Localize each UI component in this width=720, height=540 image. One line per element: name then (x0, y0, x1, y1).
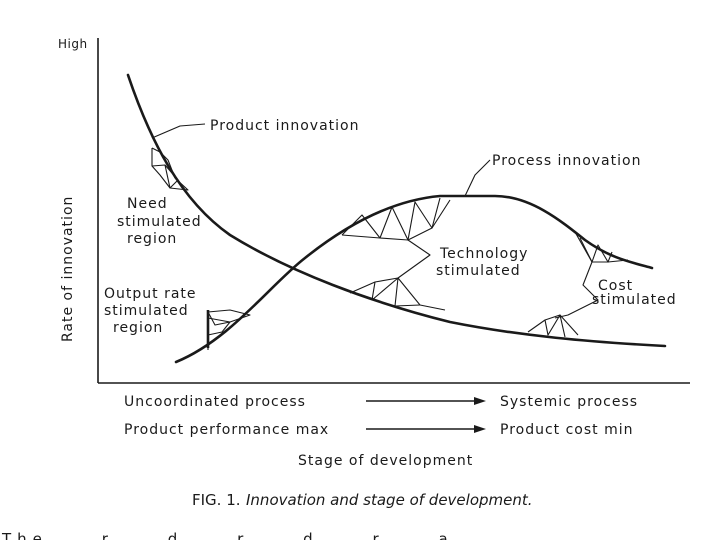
figure-caption: Innovation and stage of development. (246, 491, 533, 509)
output-region-hatch (207, 309, 251, 323)
y-axis-title: Rate of innovation (60, 196, 76, 342)
output-region-label-1: Output rate (104, 286, 197, 302)
product-innovation-curve (126, 73, 667, 348)
need-region-hatch (151, 147, 189, 191)
need-region-label-2: stimulated (117, 214, 202, 230)
product-innovation-leader (151, 123, 206, 139)
product-innovation-label: Product innovation (210, 118, 360, 134)
progression-2-from: Product performance max (124, 422, 329, 438)
process-innovation-label: Process innovation (492, 153, 641, 169)
cut-off-body-text: The ... r ... d ... r ... d ... r ... a (1, 530, 454, 540)
cost-lower-spokes (544, 314, 566, 338)
output-region-label-3: region (113, 320, 163, 336)
progression-1-to: Systemic process (500, 394, 638, 410)
y-axis-high-label: High (58, 37, 88, 51)
cost-region-label-2: stimulated (592, 292, 677, 308)
figure-number: FIG. 1. (192, 491, 241, 509)
process-innovation-curve (174, 194, 654, 364)
cost-region-label-1: Cost (598, 278, 633, 294)
progression-1-arrowhead (474, 397, 486, 405)
tech-upper-spokes (341, 197, 441, 241)
process-innovation-leader (464, 159, 491, 197)
x-axis-title: Stage of development (298, 453, 473, 469)
tech-region-label-1: Technology (439, 246, 528, 262)
tech-connector (397, 239, 431, 279)
cost-upper-spokes (579, 237, 613, 263)
progression-2-arrowhead (474, 425, 486, 433)
progression-1-from: Uncoordinated process (124, 394, 306, 410)
progression-2-to: Product cost min (500, 422, 634, 438)
need-region-spokes (151, 164, 179, 189)
cost-connector (554, 261, 599, 319)
need-region-label-1: Need (127, 196, 168, 212)
cost-lower-hatch (527, 314, 579, 336)
tech-region-label-2: stimulated (436, 263, 521, 279)
output-region-label-2: stimulated (104, 303, 189, 319)
cost-upper-hatch (574, 231, 629, 263)
need-region-label-3: region (127, 231, 177, 247)
